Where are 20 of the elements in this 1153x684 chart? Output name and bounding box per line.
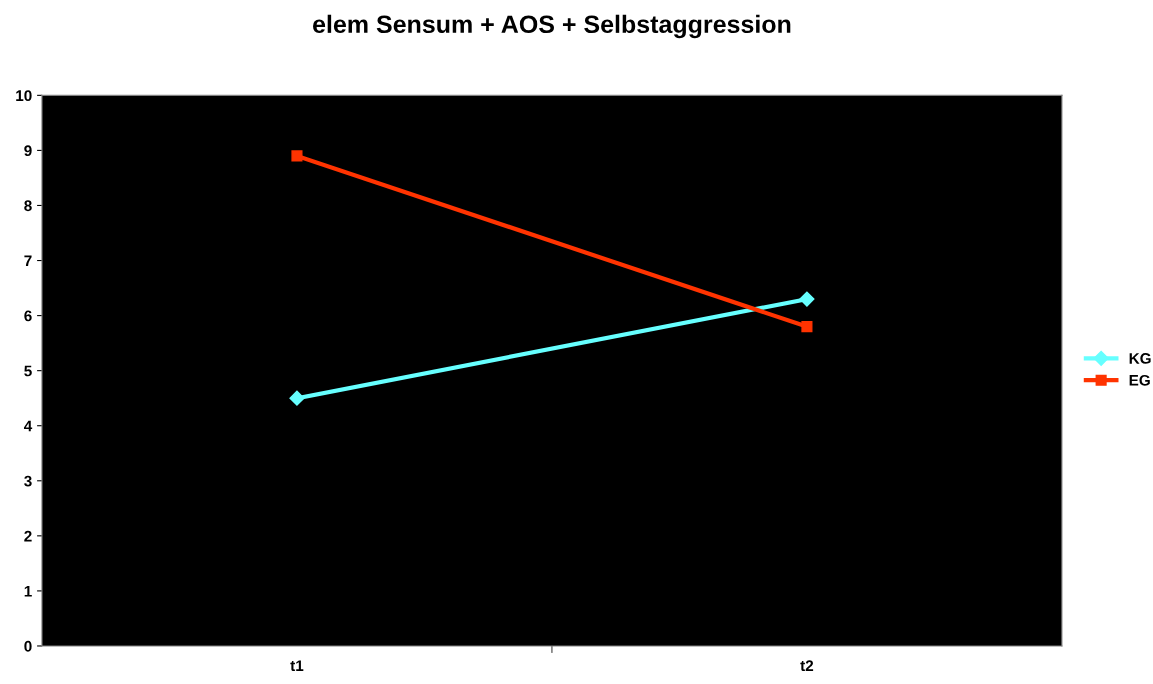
legend-label: EG: [1129, 374, 1150, 386]
chart-title: elem Sensum + AOS + Selbstaggression: [313, 14, 791, 39]
y-tick-label: 6: [24, 310, 32, 322]
x-tick-label: t2: [800, 660, 814, 672]
legend-label: KG: [1129, 353, 1151, 364]
point: [799, 291, 815, 307]
y-tick-label: 8: [24, 200, 32, 212]
y-tick-label: 1: [24, 585, 32, 597]
y-tick-label: 7: [24, 255, 32, 267]
y-tick-label: 10: [16, 90, 32, 102]
y-tick-label: 2: [24, 530, 32, 542]
y-tick-label: 4: [23, 420, 33, 432]
y-tick-label: 9: [24, 145, 32, 157]
x-tick-label: t1: [290, 660, 304, 672]
y-tick-label: 0: [24, 640, 32, 652]
point: [289, 390, 305, 406]
point: [801, 321, 813, 333]
y-tick-label: 3: [24, 475, 32, 487]
y-tick-label: 5: [24, 365, 32, 377]
point: [291, 150, 303, 162]
